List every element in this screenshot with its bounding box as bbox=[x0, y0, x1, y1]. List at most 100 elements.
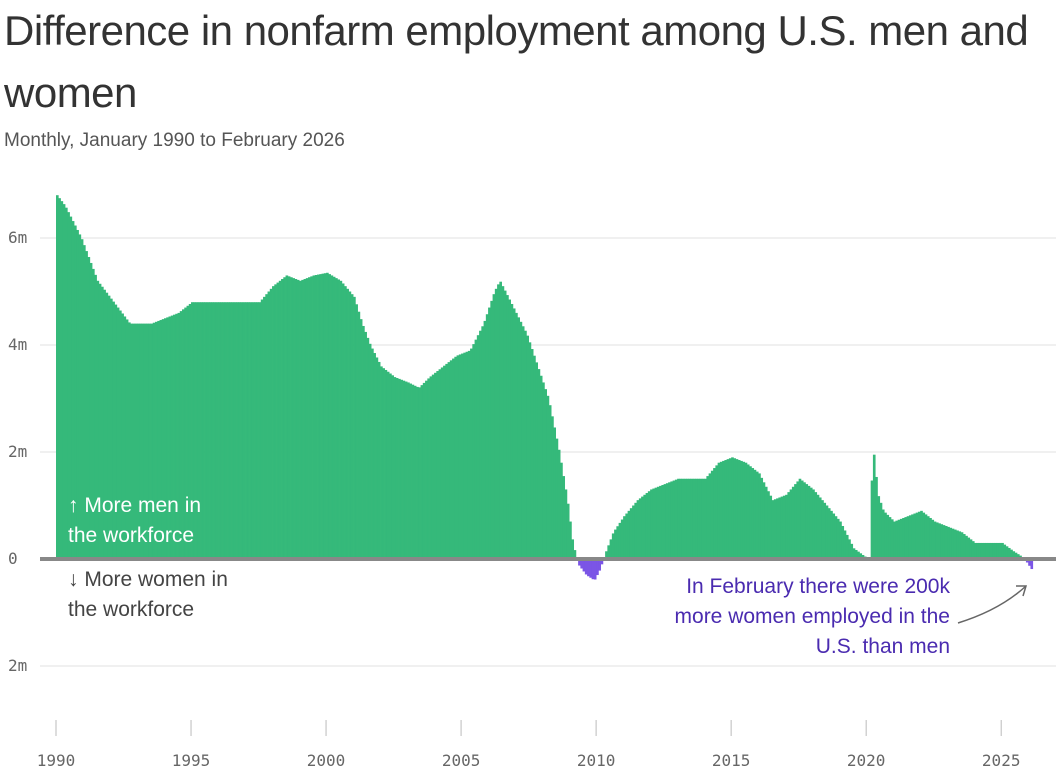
data-bar bbox=[913, 513, 917, 559]
data-bar bbox=[182, 309, 185, 559]
annotation-line: the workforce bbox=[68, 598, 194, 621]
data-bar bbox=[292, 278, 295, 559]
data-bar bbox=[299, 280, 302, 559]
data-bar bbox=[69, 216, 73, 559]
data-bar bbox=[427, 378, 430, 559]
data-bar bbox=[476, 335, 480, 559]
data-bar bbox=[366, 337, 370, 559]
data-bar bbox=[881, 509, 885, 559]
data-bar bbox=[960, 532, 964, 559]
data-bar bbox=[983, 542, 986, 559]
data-bar bbox=[580, 559, 584, 569]
annotation-more-women: ↓ More women in the workforce bbox=[68, 568, 228, 621]
data-bar bbox=[211, 302, 214, 559]
data-bar bbox=[843, 530, 847, 559]
data-bar bbox=[933, 521, 937, 559]
data-bar bbox=[80, 239, 84, 559]
data-bar bbox=[497, 284, 500, 559]
data-bar bbox=[166, 317, 169, 559]
data-bar bbox=[188, 303, 192, 559]
data-bar bbox=[611, 533, 615, 559]
data-bar bbox=[96, 280, 100, 559]
data-bar bbox=[483, 320, 487, 559]
data-bar bbox=[263, 296, 266, 559]
data-bar bbox=[467, 350, 471, 559]
data-bar bbox=[488, 307, 491, 559]
data-bar bbox=[269, 288, 273, 559]
data-bar bbox=[929, 517, 932, 559]
data-bar bbox=[335, 278, 338, 559]
data-bar bbox=[1012, 551, 1016, 559]
data-bar bbox=[249, 302, 253, 559]
data-bar bbox=[809, 487, 813, 559]
data-bar bbox=[830, 510, 833, 559]
x-tick-label: 1990 bbox=[37, 751, 76, 770]
data-bar bbox=[805, 484, 809, 559]
data-bar bbox=[906, 516, 910, 559]
data-bar bbox=[935, 522, 939, 559]
data-bar bbox=[686, 478, 689, 559]
data-bar bbox=[654, 487, 658, 559]
data-bar bbox=[890, 519, 894, 559]
data-bar bbox=[859, 553, 863, 559]
data-bar bbox=[236, 302, 239, 559]
data-bar bbox=[593, 559, 597, 580]
data-bar bbox=[706, 476, 710, 559]
data-bar bbox=[992, 542, 995, 559]
callout-arrow-line bbox=[957, 585, 1027, 624]
data-bar bbox=[301, 279, 304, 559]
data-bar bbox=[944, 526, 948, 559]
data-bar bbox=[168, 316, 172, 559]
data-bar bbox=[472, 344, 475, 559]
data-bar bbox=[967, 537, 971, 559]
callout-line: U.S. than men bbox=[816, 635, 950, 658]
data-bar bbox=[719, 461, 723, 559]
data-bar bbox=[350, 294, 354, 559]
data-bar bbox=[731, 457, 734, 559]
data-bar bbox=[985, 542, 989, 559]
data-bar bbox=[897, 519, 901, 559]
data-bar bbox=[539, 375, 543, 559]
data-bar bbox=[141, 323, 145, 559]
data-bar bbox=[974, 542, 977, 559]
data-bar bbox=[380, 366, 383, 559]
data-bar bbox=[600, 559, 604, 565]
data-bar bbox=[681, 478, 685, 559]
data-bar bbox=[872, 454, 876, 559]
data-bar bbox=[861, 554, 865, 559]
data-bar bbox=[191, 302, 194, 559]
data-bar bbox=[980, 542, 984, 559]
data-bar bbox=[827, 508, 831, 559]
data-bar bbox=[755, 471, 759, 559]
data-bar bbox=[710, 470, 714, 559]
data-bar bbox=[584, 559, 588, 575]
data-bar bbox=[98, 283, 102, 559]
data-bar bbox=[845, 534, 849, 559]
data-bar bbox=[751, 468, 755, 559]
data-bar bbox=[857, 551, 860, 559]
data-bar bbox=[224, 302, 228, 559]
x-tick-label: 2020 bbox=[847, 751, 886, 770]
x-tick-label: 2000 bbox=[307, 751, 346, 770]
data-bar bbox=[285, 275, 289, 559]
data-bar bbox=[398, 378, 401, 559]
data-bar bbox=[418, 387, 421, 559]
data-bar bbox=[537, 369, 541, 559]
data-bar bbox=[931, 519, 935, 559]
data-bar bbox=[112, 301, 115, 559]
data-bar bbox=[764, 486, 768, 559]
data-bar bbox=[485, 314, 489, 559]
data-bar bbox=[323, 273, 327, 559]
data-bar bbox=[220, 302, 223, 559]
data-bar bbox=[256, 302, 259, 559]
data-bar bbox=[519, 321, 523, 559]
data-bar bbox=[170, 315, 174, 559]
data-bar bbox=[760, 477, 764, 559]
data-bar bbox=[339, 280, 343, 559]
data-bar bbox=[458, 354, 462, 559]
data-bar bbox=[87, 257, 91, 559]
data-bar bbox=[674, 479, 678, 559]
data-bar bbox=[510, 303, 514, 559]
data-bar bbox=[116, 307, 120, 559]
data-bar bbox=[528, 342, 532, 559]
